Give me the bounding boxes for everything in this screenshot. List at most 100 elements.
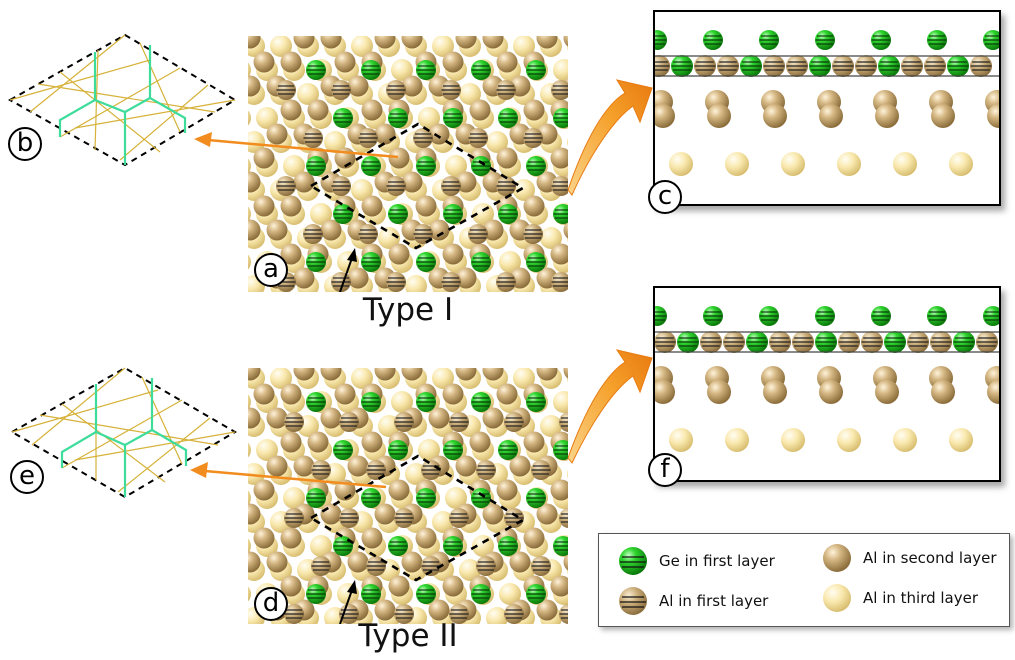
ge-atom [306, 252, 326, 272]
al2-atom [536, 368, 558, 381]
panel-f-side-view [653, 286, 1001, 482]
ge-atom [471, 488, 491, 508]
al2-atom [280, 99, 302, 121]
ge-atom [983, 306, 999, 326]
al2-atom [248, 551, 261, 573]
al2-atom [707, 380, 731, 404]
al2-atom [401, 36, 423, 49]
al2-atom [469, 431, 491, 453]
al2-atom [875, 380, 899, 404]
ge-atom [471, 584, 491, 604]
al2-atom [388, 147, 410, 169]
al2-atom [496, 147, 518, 169]
al2-atom [523, 527, 545, 549]
al2-atom [280, 431, 302, 453]
ge-atom [361, 60, 381, 80]
al2-atom [442, 383, 464, 405]
type-2-label: Type II [358, 618, 458, 654]
al2-atom [536, 503, 558, 525]
al3-atom [486, 131, 508, 153]
al2-atom [347, 551, 369, 573]
al1-atom [717, 55, 739, 77]
al2-atom [280, 243, 302, 265]
al2-atom [550, 575, 568, 597]
al2-atom [253, 147, 275, 169]
al1-atom [559, 508, 568, 528]
ge-atom [471, 60, 491, 80]
legend-label-ge-first: Ge in first layer [659, 552, 775, 570]
al2-atom [401, 171, 423, 193]
al3-atom [248, 490, 251, 506]
al3-atom [893, 152, 917, 176]
al3-atom [837, 152, 861, 176]
atom-lattice-type1 [248, 36, 568, 292]
ge-atom [703, 30, 723, 50]
al1-atom [394, 508, 414, 528]
al2-atom [248, 503, 261, 525]
al1-atom [496, 272, 516, 292]
ge-atom [809, 55, 831, 77]
al2-atom [253, 479, 275, 501]
al3-atom [949, 152, 973, 176]
al2-atom [875, 104, 899, 128]
al2-atom [523, 195, 545, 217]
ge-atom [815, 30, 835, 50]
al3-atom [669, 428, 693, 452]
al2-atom [536, 599, 558, 621]
ge-atom [526, 584, 546, 604]
al1-atom [655, 331, 676, 353]
al2-atom [374, 36, 396, 49]
al3-atom [418, 107, 440, 129]
al2-atom [293, 455, 315, 477]
ge-atom [471, 156, 491, 176]
al1-atom [276, 80, 296, 100]
ge-atom [526, 60, 546, 80]
al2-atom [428, 407, 450, 429]
ge-atom [655, 30, 667, 50]
al1-atom [284, 604, 304, 624]
al2-atom [550, 479, 568, 501]
ge-atom [306, 392, 326, 412]
al3-atom [567, 137, 568, 147]
ge-atom [416, 392, 436, 412]
al1-atom [311, 556, 331, 576]
ge-atom [927, 306, 947, 326]
ge-atom [884, 331, 906, 353]
al1-atom [930, 331, 952, 353]
al3-atom [248, 158, 251, 174]
wireframe-e [9, 366, 237, 499]
al1-atom [468, 128, 488, 148]
al2-atom [280, 383, 302, 405]
al1-atom [907, 331, 929, 353]
al3-atom [432, 36, 454, 57]
al2-atom [320, 368, 342, 381]
al2-atom [415, 527, 437, 549]
al3-atom [324, 131, 346, 153]
al2-atom [428, 599, 450, 621]
al1-atom [339, 412, 359, 432]
ge-atom [306, 488, 326, 508]
ge-atom [498, 440, 518, 460]
al2-atom [388, 575, 410, 597]
al3-atom [540, 227, 562, 249]
legend-item-ge-first: Ge in first layer [617, 545, 775, 577]
al3-atom [445, 155, 467, 177]
al2-atom [293, 368, 315, 381]
al3-atom [781, 152, 805, 176]
type-1-label: Type I [362, 292, 454, 328]
al1-atom [496, 176, 516, 196]
al2-atom [428, 123, 450, 145]
al3-atom [310, 203, 332, 225]
al1-atom [496, 80, 516, 100]
panel-c-side-view [653, 10, 1001, 206]
al1-atom [366, 460, 386, 480]
al3-atom [781, 428, 805, 452]
al2-atom [482, 368, 504, 381]
label-d: d [254, 587, 288, 621]
ge-atom [388, 108, 408, 128]
al1-atom [449, 412, 469, 432]
al3-atom [248, 110, 251, 126]
ge-atom [983, 30, 999, 50]
al2-atom [563, 36, 568, 47]
